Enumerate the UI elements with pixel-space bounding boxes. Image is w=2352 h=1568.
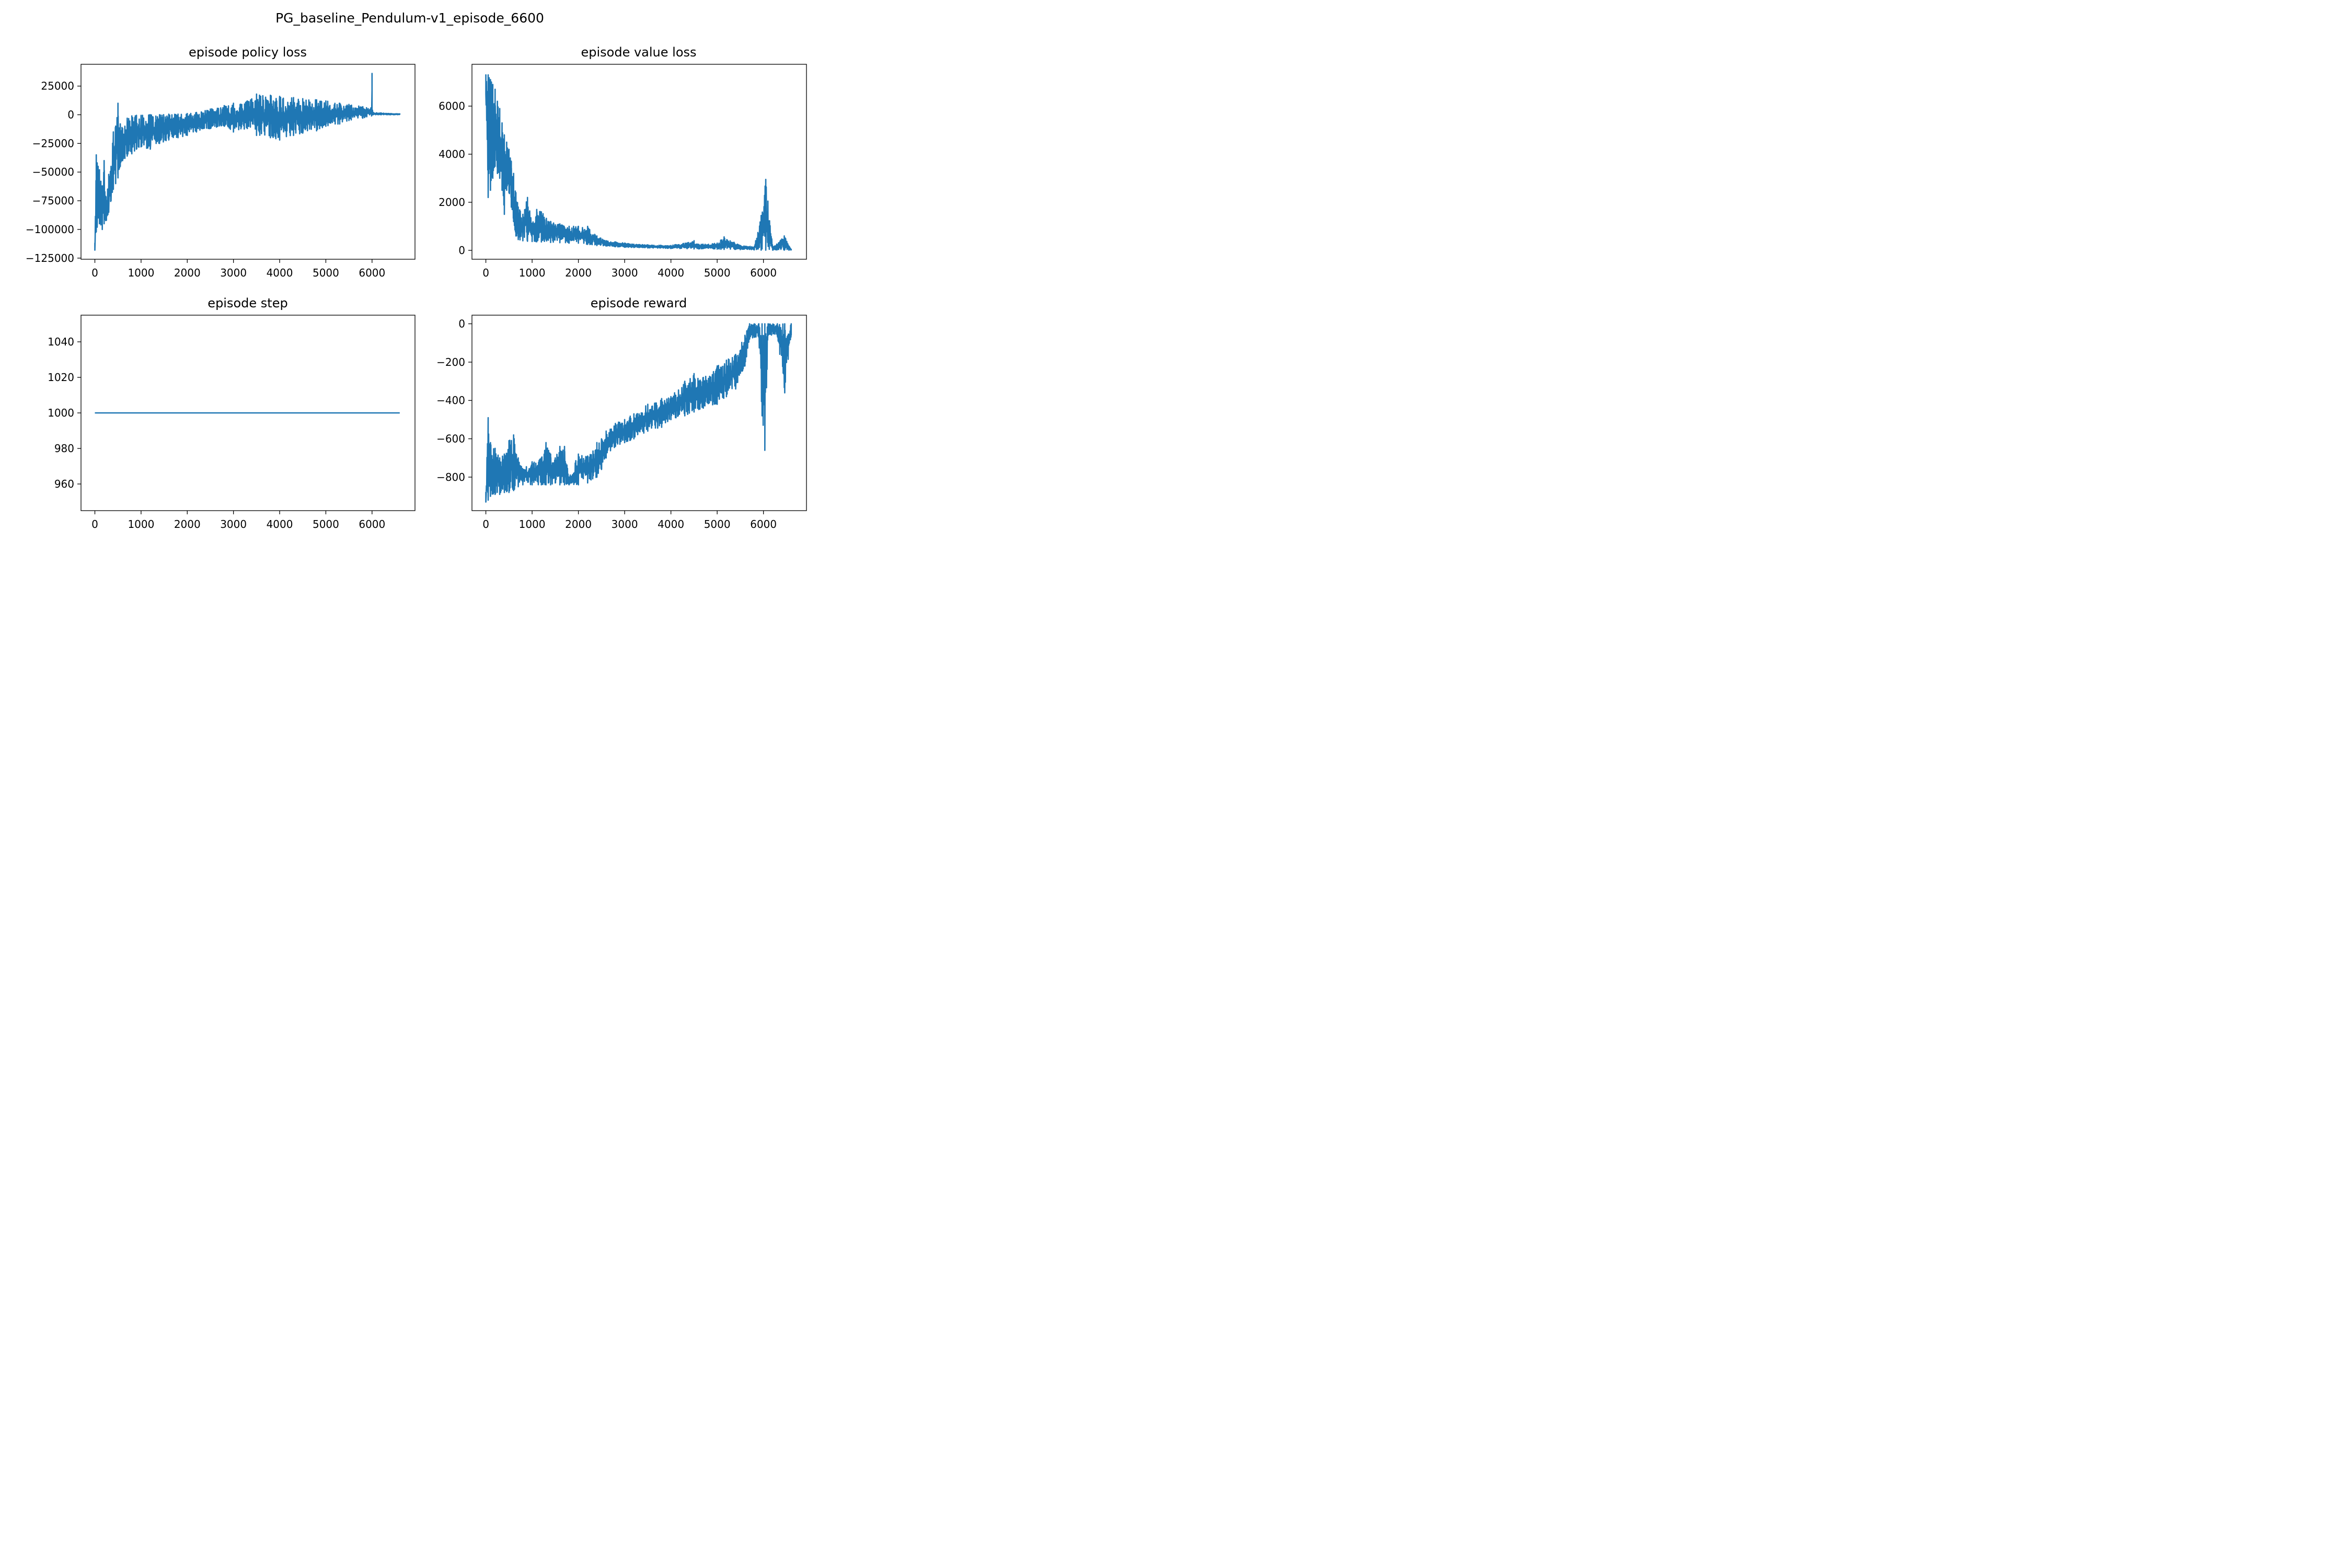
y-tick-label: −50000 [32,166,74,178]
axes-frame [80,64,416,260]
y-tick-label: 2000 [439,196,465,209]
y-tick-label: −125000 [26,252,74,264]
figure-suptitle: PG_baseline_Pendulum-v1_episode_6600 [275,10,544,26]
y-tick-label: −25000 [32,137,74,149]
x-tick-label: 6000 [359,267,385,279]
x-tick-label: 1000 [519,267,546,279]
x-tick-label: 1000 [128,267,154,279]
x-tick-label: 3000 [220,267,247,279]
x-tick-label: 4000 [658,518,684,531]
x-tick-label: 0 [482,518,489,531]
y-tick-label: 25000 [41,80,74,93]
series-line [485,74,792,251]
panel-episode-step: episode step 0 1000 2000 3000 4000 5000 6000 10… [48,296,416,531]
y-tick-label: −400 [436,394,465,407]
x-tick-label: 1000 [128,518,154,531]
x-tick-label: 0 [91,518,98,531]
y-tick-label: −200 [436,356,465,368]
panel-value-loss-title: episode value loss [581,45,696,60]
y-tick-label: 1020 [48,371,74,384]
x-tick-label: 4000 [658,267,684,279]
y-tick-label: 980 [54,442,74,455]
panel-policy-loss-title: episode policy loss [189,45,307,60]
x-tick-label: 4000 [267,518,293,531]
x-tick-label: 5000 [704,267,731,279]
y-tick-label: 0 [67,109,74,121]
x-tick-label: 5000 [704,518,731,531]
x-tick-label: 2000 [174,518,201,531]
y-tick-label: −100000 [26,223,74,236]
x-tick-label: 3000 [612,518,638,531]
panel-value-loss: episode value loss 0 1000 2000 3000 4000 5000… [439,45,807,279]
x-tick-label: 0 [482,267,489,279]
x-tick-label: 5000 [313,518,339,531]
y-tick-label: −600 [436,433,465,445]
x-tick-label: 3000 [612,267,638,279]
x-tick-label: 5000 [313,267,339,279]
x-tick-label: 6000 [750,518,777,531]
panel-episode-reward-title: episode reward [591,296,687,310]
y-tick-label: 0 [458,318,465,330]
y-tick-label: −75000 [32,194,74,207]
figure-canvas: PG_baseline_Pendulum-v1_episode_6600 epi… [26,10,807,531]
panel-episode-reward: episode reward 0 1000 2000 3000 4000 5000 6000… [436,296,807,531]
x-tick-label: 4000 [267,267,293,279]
series-line [485,323,792,503]
y-tick-label: 6000 [439,100,465,112]
x-tick-label: 3000 [220,518,247,531]
y-tick-label: 1040 [48,336,74,348]
panel-policy-loss: episode policy loss 0 1000 2000 3000 4000 500… [26,45,416,279]
y-tick-label: 960 [54,478,74,490]
x-tick-label: 6000 [750,267,777,279]
y-tick-label: 1000 [48,407,74,419]
x-tick-label: 2000 [565,518,592,531]
series-line [94,73,401,251]
y-tick-label: −800 [436,471,465,483]
x-tick-label: 0 [91,267,98,279]
y-tick-label: 4000 [439,148,465,160]
x-tick-label: 1000 [519,518,546,531]
x-tick-label: 2000 [174,267,201,279]
axes-frame [471,64,807,260]
axes-frame [471,315,807,511]
panel-episode-step-title: episode step [207,296,287,310]
x-tick-label: 6000 [359,518,385,531]
y-tick-label: 0 [458,244,465,257]
x-tick-label: 2000 [565,267,592,279]
